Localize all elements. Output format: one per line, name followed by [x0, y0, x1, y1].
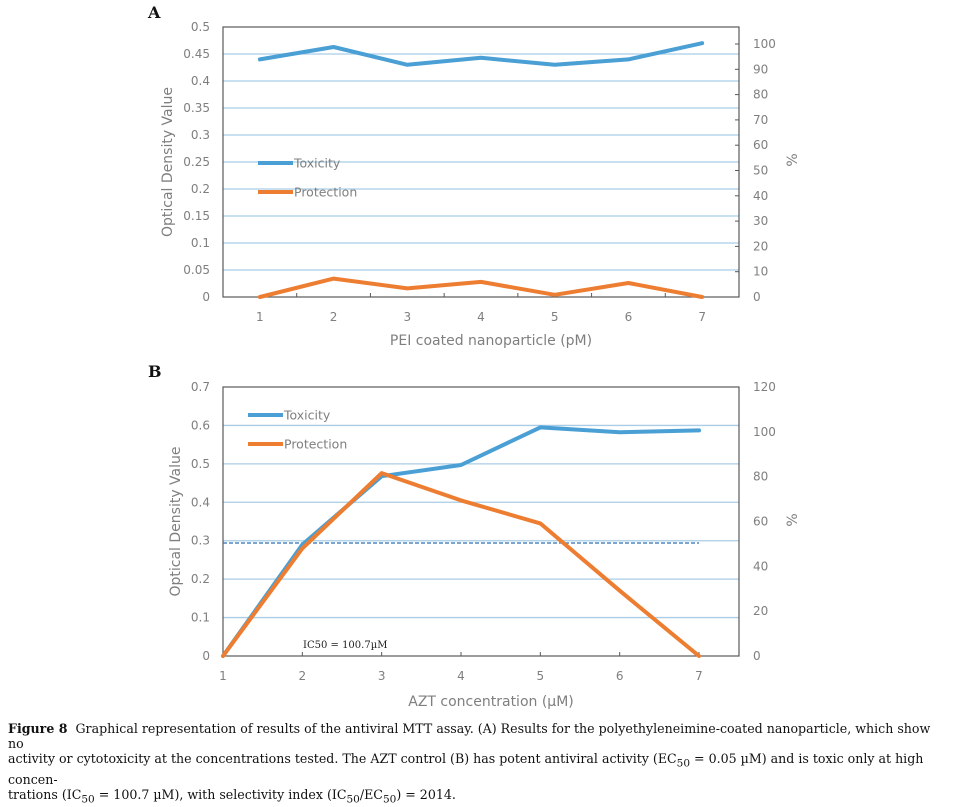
caption-text-3b: = 100.7 µM), with selectivity index (IC	[95, 787, 347, 802]
y2-tick-label: 60	[753, 138, 768, 152]
y2-tick-label: 20	[753, 604, 768, 618]
x-tick-label: 1	[256, 310, 264, 324]
y2-tick-label: 10	[753, 265, 768, 279]
y-tick-label: 0.05	[183, 263, 210, 277]
y2-tick-label: 90	[753, 62, 768, 76]
y2-tick-label: 100	[753, 37, 776, 51]
y-tick-label: 0.5	[191, 20, 210, 34]
y2-tick-label: 80	[753, 470, 768, 484]
y-tick-label: 0.6	[191, 418, 210, 432]
plot-frame	[223, 387, 739, 656]
y-tick-label: 0.1	[191, 236, 210, 250]
y-tick-label: 0.5	[191, 457, 210, 471]
y-tick-label: 0.2	[191, 182, 210, 196]
x-axis-title: PEI coated nanoparticle (pM)	[390, 333, 592, 349]
legend-label-toxicity: Toxicity	[293, 156, 341, 171]
y2-axis-title: %	[785, 513, 801, 526]
y2-axis-title: %	[785, 153, 801, 166]
y2-tick-label: 20	[753, 239, 768, 253]
y2-tick-label: 0	[753, 290, 761, 304]
y-tick-label: 0.3	[191, 534, 210, 548]
y-tick-label: 0.4	[191, 74, 210, 88]
series-line-protection	[260, 279, 702, 297]
y2-tick-label: 40	[753, 189, 768, 203]
legend-label-protection: Protection	[294, 185, 357, 200]
y2-tick-label: 50	[753, 164, 768, 178]
y2-tick-label: 120	[753, 380, 776, 394]
caption-line-2: activity or cytotoxicity at the concentr…	[8, 751, 948, 787]
y-tick-label: 0	[202, 649, 210, 663]
figure-caption: Figure 8 Graphical representation of res…	[8, 721, 948, 807]
y-axis-title: Optical Density Value	[160, 87, 176, 237]
legend-label-toxicity: Toxicity	[283, 408, 331, 423]
y2-tick-label: 0	[753, 649, 761, 663]
x-tick-label: 5	[551, 310, 559, 324]
y-tick-label: 0	[202, 290, 210, 304]
subscript: 50	[81, 793, 94, 805]
caption-text-3d: ) = 2014.	[396, 787, 456, 802]
x-tick-label: 4	[457, 669, 465, 683]
caption-text-3a: trations (IC	[8, 787, 81, 802]
subscript: 50	[347, 793, 360, 805]
chart-a: 0 0.05 0.1 0.15 0.2 0.25 0.3 0.35 0.4 0.45 0.5 0 10 2…	[160, 20, 801, 349]
x-tick-label: 6	[616, 669, 624, 683]
x-tick-label: 3	[403, 310, 411, 324]
panel-label-b: B	[148, 362, 162, 381]
subscript: 50	[677, 758, 690, 770]
y2-tick-label: 60	[753, 515, 768, 529]
caption-text-2a: activity or cytotoxicity at the concentr…	[8, 751, 677, 766]
x-tick-label: 7	[695, 669, 703, 683]
caption-line-1: Figure 8 Graphical representation of res…	[8, 721, 948, 751]
y-tick-label: 0.25	[183, 155, 210, 169]
x-tick-label: 4	[477, 310, 485, 324]
y-tick-label: 0.45	[183, 47, 210, 61]
y2-tick-label: 30	[753, 214, 768, 228]
y2-tick-label: 40	[753, 559, 768, 573]
y-tick-label: 0.1	[191, 611, 210, 625]
x-tick-label: 6	[625, 310, 633, 324]
y2-tick-label: 100	[753, 425, 776, 439]
y-tick-label: 0.7	[191, 380, 210, 394]
caption-figure-label: Figure 8	[8, 721, 67, 736]
series-line-protection	[223, 473, 699, 656]
ic50-annotation: IC50 = 100.7µM	[303, 640, 387, 651]
x-tick-label: 1	[219, 669, 227, 683]
caption-line-3: trations (IC50 = 100.7 µM), with selecti…	[8, 787, 948, 807]
figure-canvas: A 00.050.10.150.20.250.30.350.40.450.501…	[0, 0, 953, 720]
y-tick-label: 0.15	[183, 209, 210, 223]
x-tick-label: 2	[330, 310, 338, 324]
series-line-toxicity	[223, 427, 699, 656]
x-tick-label: 7	[698, 310, 706, 324]
caption-text-1: Graphical representation of results of t…	[8, 721, 930, 751]
chart-b: 0 0.1 0.2 0.3 0.4 0.5 0.6 0.7 0 20 40 60 80 100 120 1 2 3…	[168, 380, 801, 710]
x-tick-label: 3	[378, 669, 386, 683]
caption-text-3c: /EC	[360, 787, 383, 802]
subscript: 50	[383, 793, 396, 805]
y-tick-label: 0.3	[191, 128, 210, 142]
legend-label-protection: Protection	[284, 437, 347, 452]
panel-label-a: A	[147, 3, 161, 22]
y-tick-label: 0.35	[183, 101, 210, 115]
x-tick-label: 2	[299, 669, 307, 683]
y2-tick-label: 80	[753, 88, 768, 102]
y-tick-label: 0.4	[191, 495, 210, 509]
y-axis-title: Optical Density Value	[168, 446, 184, 596]
x-axis-title: AZT concentration (µM)	[408, 694, 574, 710]
y-tick-label: 0.2	[191, 572, 210, 586]
x-tick-label: 5	[537, 669, 545, 683]
y2-tick-label: 70	[753, 113, 768, 127]
